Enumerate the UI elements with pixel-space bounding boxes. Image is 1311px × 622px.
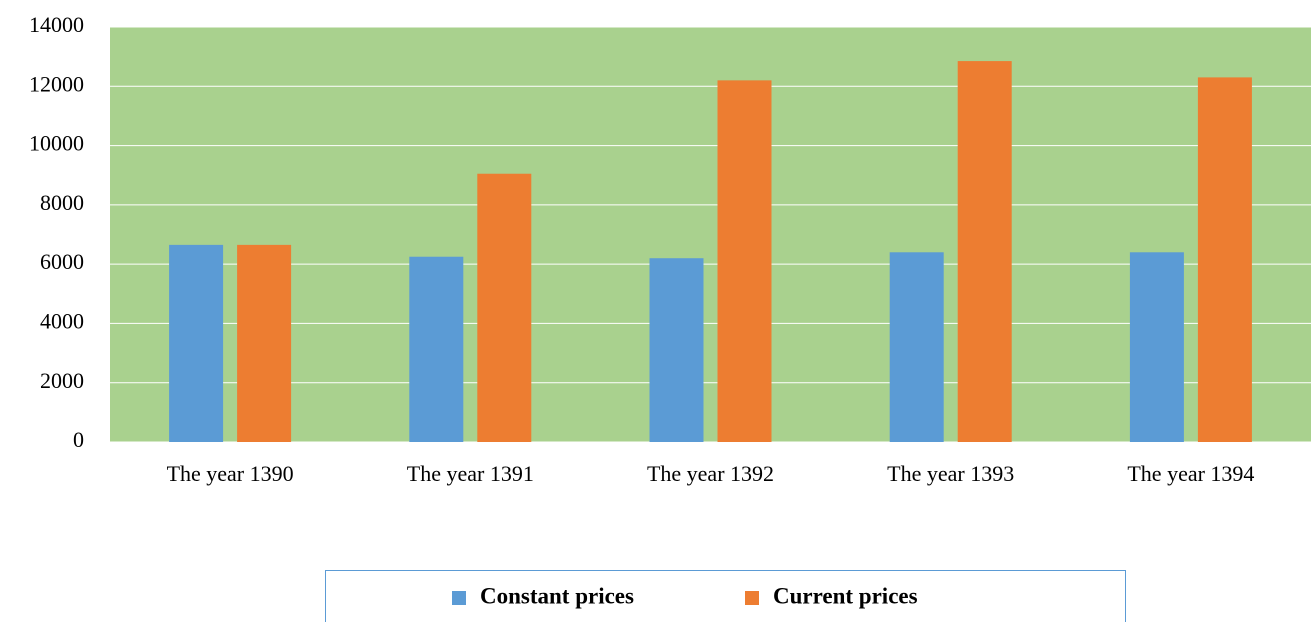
y-tick-label: 0 [73, 427, 84, 452]
x-tick-label: The year 1391 [407, 461, 534, 486]
y-tick-label: 8000 [40, 190, 84, 215]
y-tick-label: 12000 [29, 71, 84, 96]
bar [889, 252, 944, 442]
bar [237, 244, 292, 442]
x-tick-label: The year 1393 [887, 461, 1014, 486]
legend-swatch [745, 591, 759, 605]
legend-label: Current prices [773, 583, 918, 608]
bar [649, 258, 704, 442]
bar [1197, 77, 1252, 443]
x-tick-label: The year 1392 [647, 461, 774, 486]
y-tick-label: 4000 [40, 308, 84, 333]
bar [169, 244, 224, 442]
bar [1129, 252, 1184, 442]
legend-label: Constant prices [480, 583, 634, 608]
y-tick-label: 14000 [29, 12, 84, 37]
legend-swatch [452, 591, 466, 605]
bar [409, 256, 464, 442]
bar [717, 80, 772, 442]
y-tick-label: 2000 [40, 368, 84, 393]
y-tick-label: 10000 [29, 131, 84, 156]
bar [477, 173, 532, 442]
bar [957, 61, 1012, 442]
plot-area [110, 27, 1311, 442]
legend-box [325, 570, 1126, 622]
x-tick-label: The year 1390 [167, 461, 294, 486]
x-tick-label: The year 1394 [1127, 461, 1254, 486]
y-tick-label: 6000 [40, 249, 84, 274]
